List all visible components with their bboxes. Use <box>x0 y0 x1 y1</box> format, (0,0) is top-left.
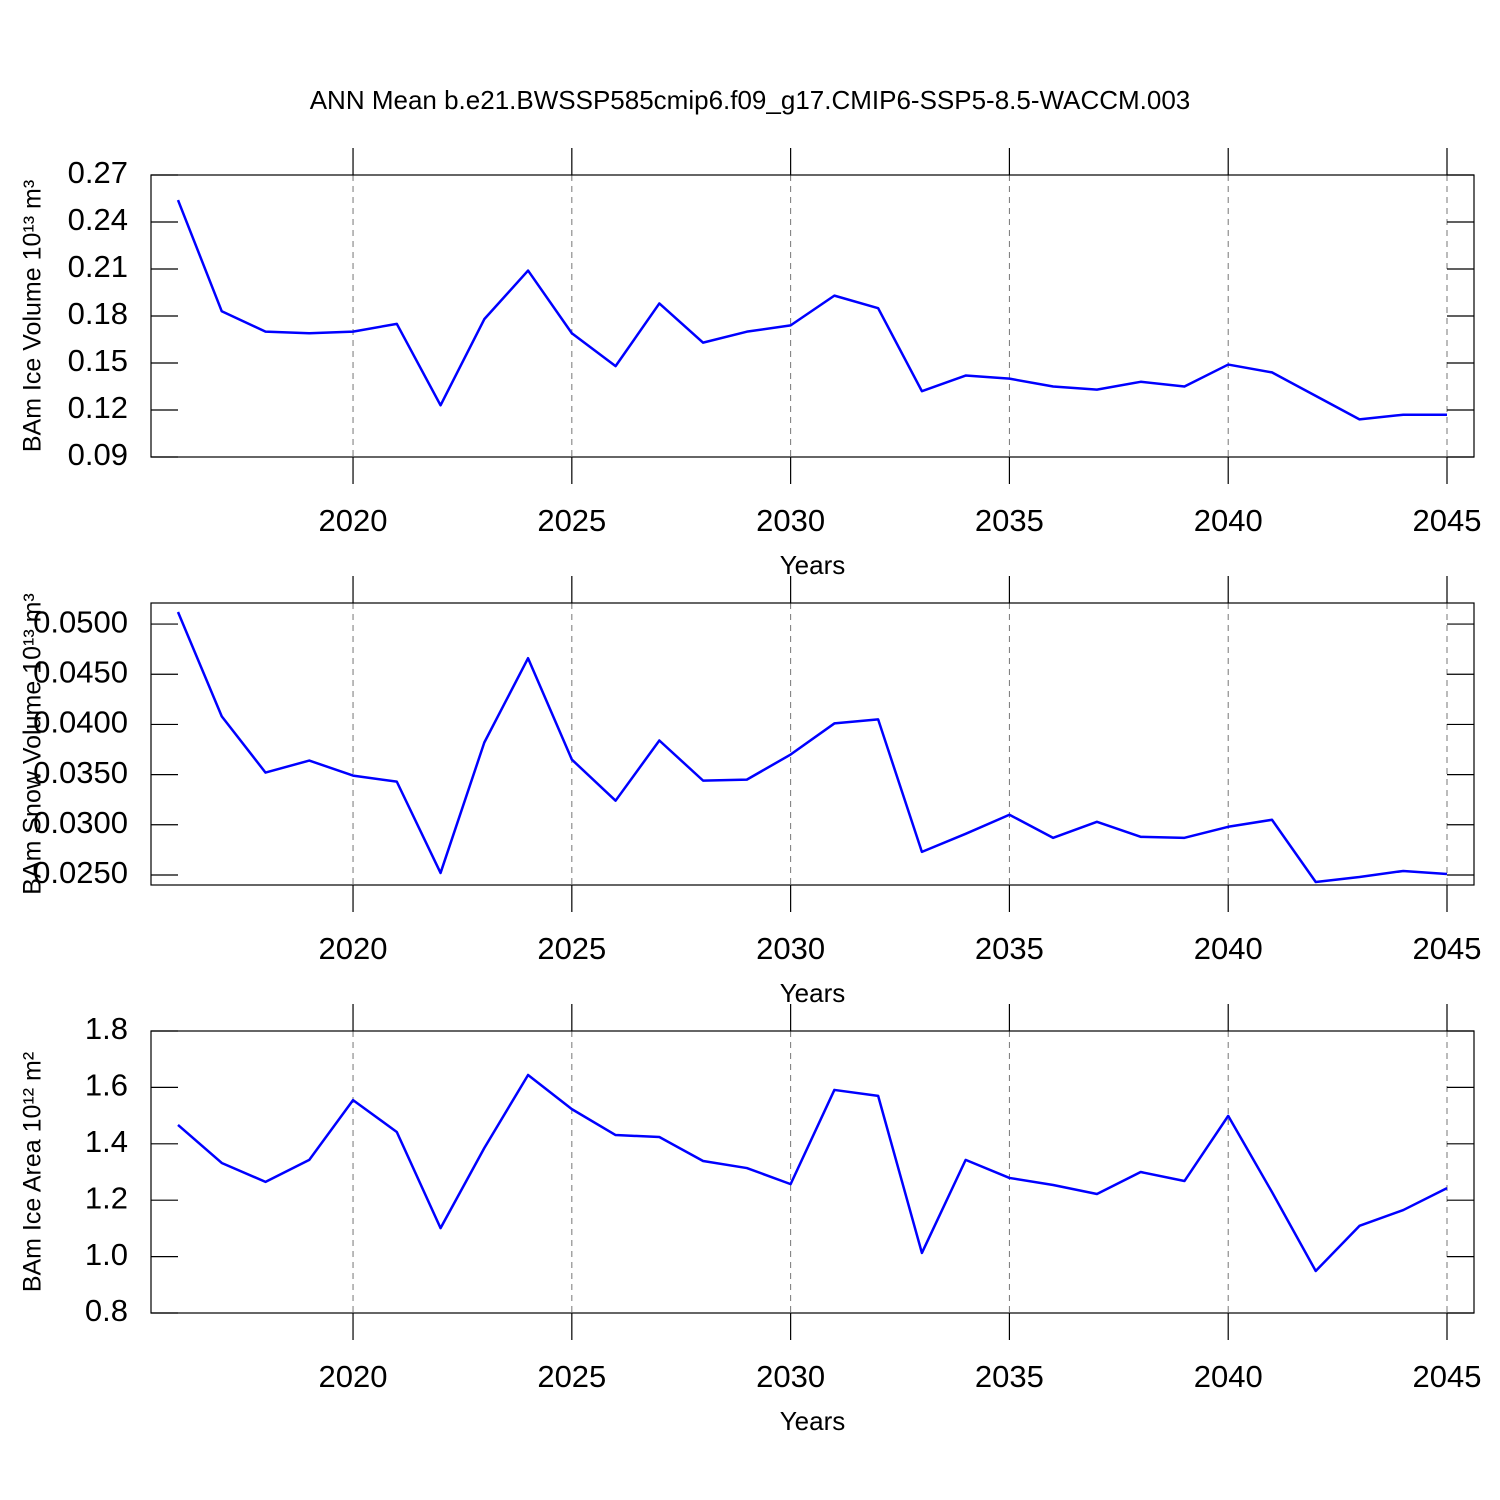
x-tick-label: 2030 <box>756 1359 825 1394</box>
x-tick-label: 2045 <box>1413 503 1482 538</box>
x-tick-label: 2020 <box>319 503 388 538</box>
y-tick-label: 0.0300 <box>33 805 128 840</box>
y-tick-label: 0.0400 <box>33 705 128 740</box>
data-line <box>176 199 1447 421</box>
x-tick-label: 2025 <box>537 931 606 966</box>
plot-frame <box>150 1030 1475 1314</box>
x-tick-label: 2020 <box>319 1359 388 1394</box>
y-axis-label: BAm Ice Area 10¹² m² <box>19 1052 47 1292</box>
y-tick-label: 0.0250 <box>33 855 128 890</box>
x-tick-label: 2030 <box>756 931 825 966</box>
y-tick-label: 0.0500 <box>33 604 128 639</box>
y-tick-label: 1.0 <box>85 1237 128 1272</box>
y-tick-label: 0.24 <box>68 202 128 237</box>
x-tick-label: 2035 <box>975 931 1044 966</box>
plot-frame <box>150 174 1475 458</box>
y-tick-label: 0.12 <box>68 390 128 425</box>
y-tick-label: 1.4 <box>85 1124 128 1159</box>
y-tick-label: 0.27 <box>68 155 128 190</box>
y-tick-label: 1.6 <box>85 1068 128 1103</box>
x-tick-label: 2040 <box>1194 503 1263 538</box>
y-tick-label: 0.21 <box>68 249 128 284</box>
y-tick-label: 1.8 <box>85 1011 128 1046</box>
x-tick-label: 2045 <box>1413 1359 1482 1394</box>
x-tick-label: 2040 <box>1194 1359 1263 1394</box>
x-tick-label: 2025 <box>537 503 606 538</box>
y-tick-label: 0.0450 <box>33 654 128 689</box>
x-tick-label: 2045 <box>1413 931 1482 966</box>
data-line <box>176 611 1448 884</box>
x-tick-label: 2035 <box>975 1359 1044 1394</box>
y-tick-label: 1.2 <box>85 1180 128 1215</box>
y-tick-label: 0.0350 <box>33 755 128 790</box>
y-tick-label: 0.18 <box>68 296 128 331</box>
x-tick-label: 2020 <box>319 931 388 966</box>
y-tick-label: 0.8 <box>85 1293 128 1328</box>
x-tick-label: 2030 <box>756 503 825 538</box>
x-tick-label: 2035 <box>975 503 1044 538</box>
data-line <box>177 1073 1448 1273</box>
y-tick-label: 0.15 <box>68 343 128 378</box>
x-axis-label: Years <box>780 1406 846 1436</box>
chart-title: ANN Mean b.e21.BWSSP585cmip6.f09_g17.CMI… <box>310 85 1191 115</box>
y-axis-label: BAm Ice Volume 10¹³ m³ <box>19 180 47 452</box>
x-axis-label: Years <box>780 550 846 580</box>
plot-frame <box>150 602 1475 886</box>
y-tick-label: 0.09 <box>68 437 128 472</box>
x-tick-label: 2040 <box>1194 931 1263 966</box>
y-axis-label: BAm Snow Volume 10¹³ m³ <box>19 593 47 895</box>
x-tick-label: 2025 <box>537 1359 606 1394</box>
x-axis-label: Years <box>780 978 846 1008</box>
